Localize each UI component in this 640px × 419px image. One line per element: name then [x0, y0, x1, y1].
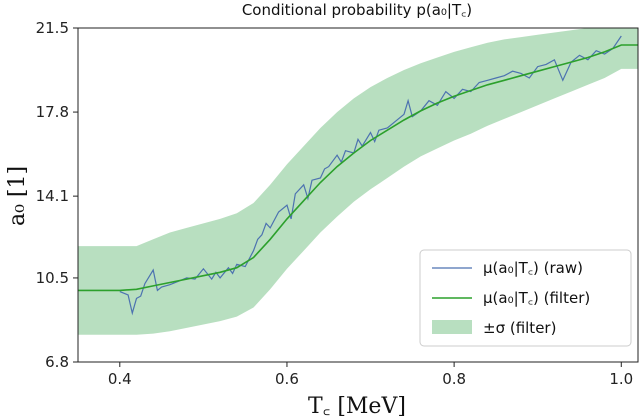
legend-label-raw: μ(a₀|T꜀) (raw)	[483, 259, 583, 277]
y-tick-label: 14.1	[36, 187, 69, 205]
legend: μ(a₀|T꜀) (raw) μ(a₀|T꜀) (filter) ±σ (fil…	[419, 249, 632, 347]
y-tick-label: 6.8	[45, 353, 69, 371]
y-tick-label: 17.8	[36, 103, 69, 121]
legend-label-band: ±σ (filter)	[483, 319, 556, 337]
x-tick-label: 0.8	[442, 370, 466, 388]
series-raw-line	[119, 35, 622, 316]
legend-label-filter: μ(a₀|T꜀) (filter)	[483, 289, 590, 307]
x-tick-label: 1.0	[609, 370, 633, 388]
series-filter-line	[78, 44, 638, 292]
x-tick-label: 0.4	[108, 370, 132, 388]
legend-box	[419, 249, 632, 347]
plot-frame	[77, 27, 639, 363]
chart-title: Conditional probability p(a₀|T꜀)	[242, 1, 472, 19]
sigma-band	[78, 28, 638, 335]
y-axis-label: a₀ [1]	[5, 166, 30, 226]
legend-swatch-band	[432, 320, 472, 334]
y-tick-label: 21.5	[36, 19, 69, 37]
plot-area	[78, 28, 638, 335]
x-tick-label: 0.6	[275, 370, 299, 388]
x-axis: 0.4 0.6 0.8 1.0	[108, 362, 633, 388]
y-tick-label: 10.5	[36, 269, 69, 287]
y-axis: 6.8 10.5 14.1 17.8 21.5	[36, 19, 78, 371]
x-axis-label: T꜀ [MeV]	[308, 394, 406, 419]
